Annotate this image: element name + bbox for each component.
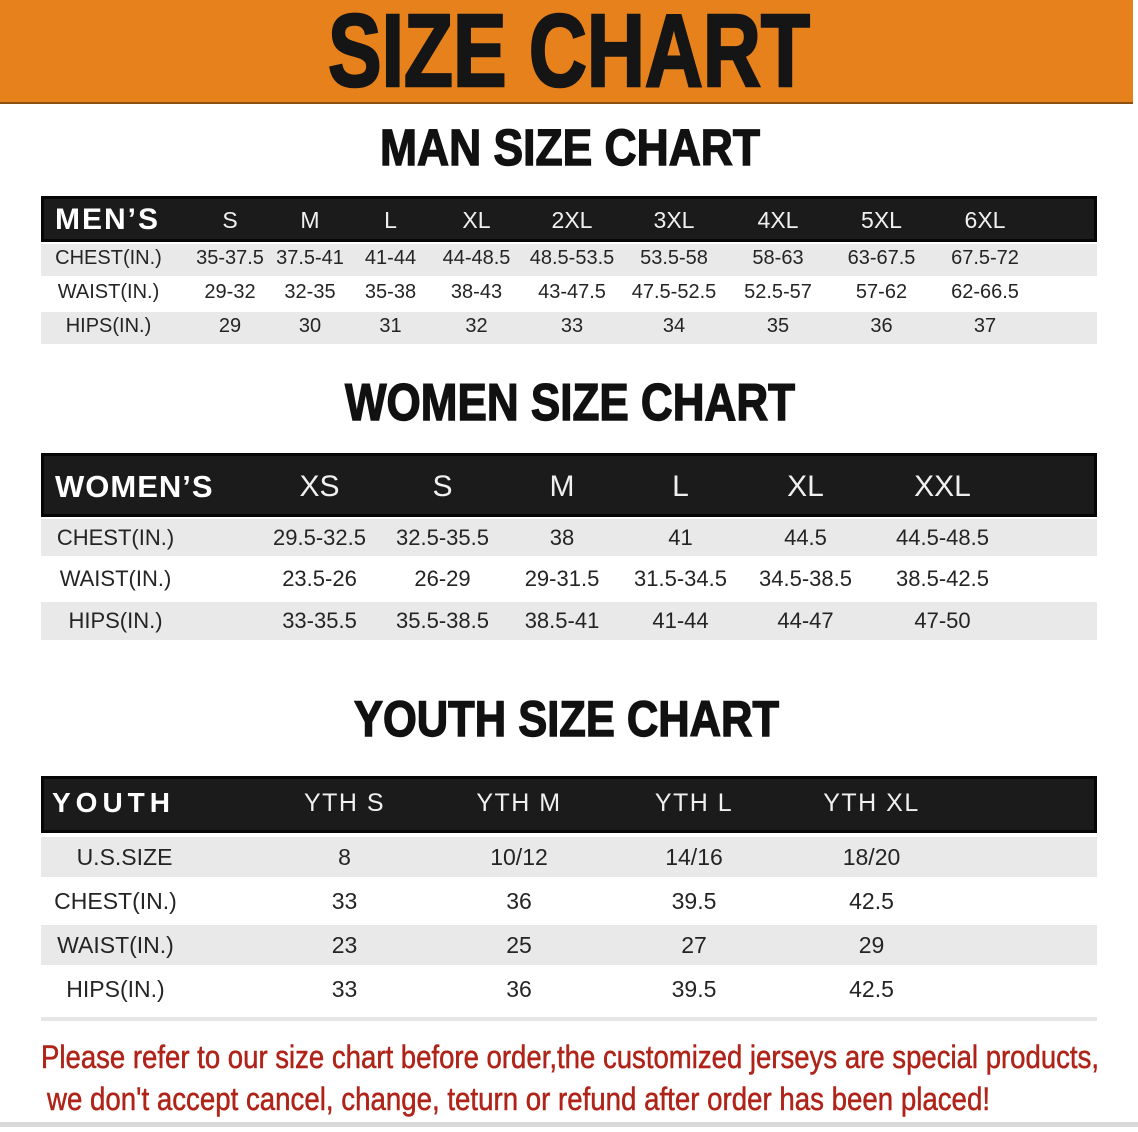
svg-text:we don't accept cancel, change: we don't accept cancel, change, teturn o… xyxy=(46,1081,990,1117)
svg-text:Please refer to our size chart: Please refer to our size chart before or… xyxy=(41,1039,1099,1075)
svg-text:MAN SIZE CHART: MAN SIZE CHART xyxy=(380,119,760,176)
svg-text:YOUTH SIZE CHART: YOUTH SIZE CHART xyxy=(354,691,779,747)
svg-text:WOMEN SIZE CHART: WOMEN SIZE CHART xyxy=(345,374,795,432)
svg-text:SIZE CHART: SIZE CHART xyxy=(328,0,810,108)
